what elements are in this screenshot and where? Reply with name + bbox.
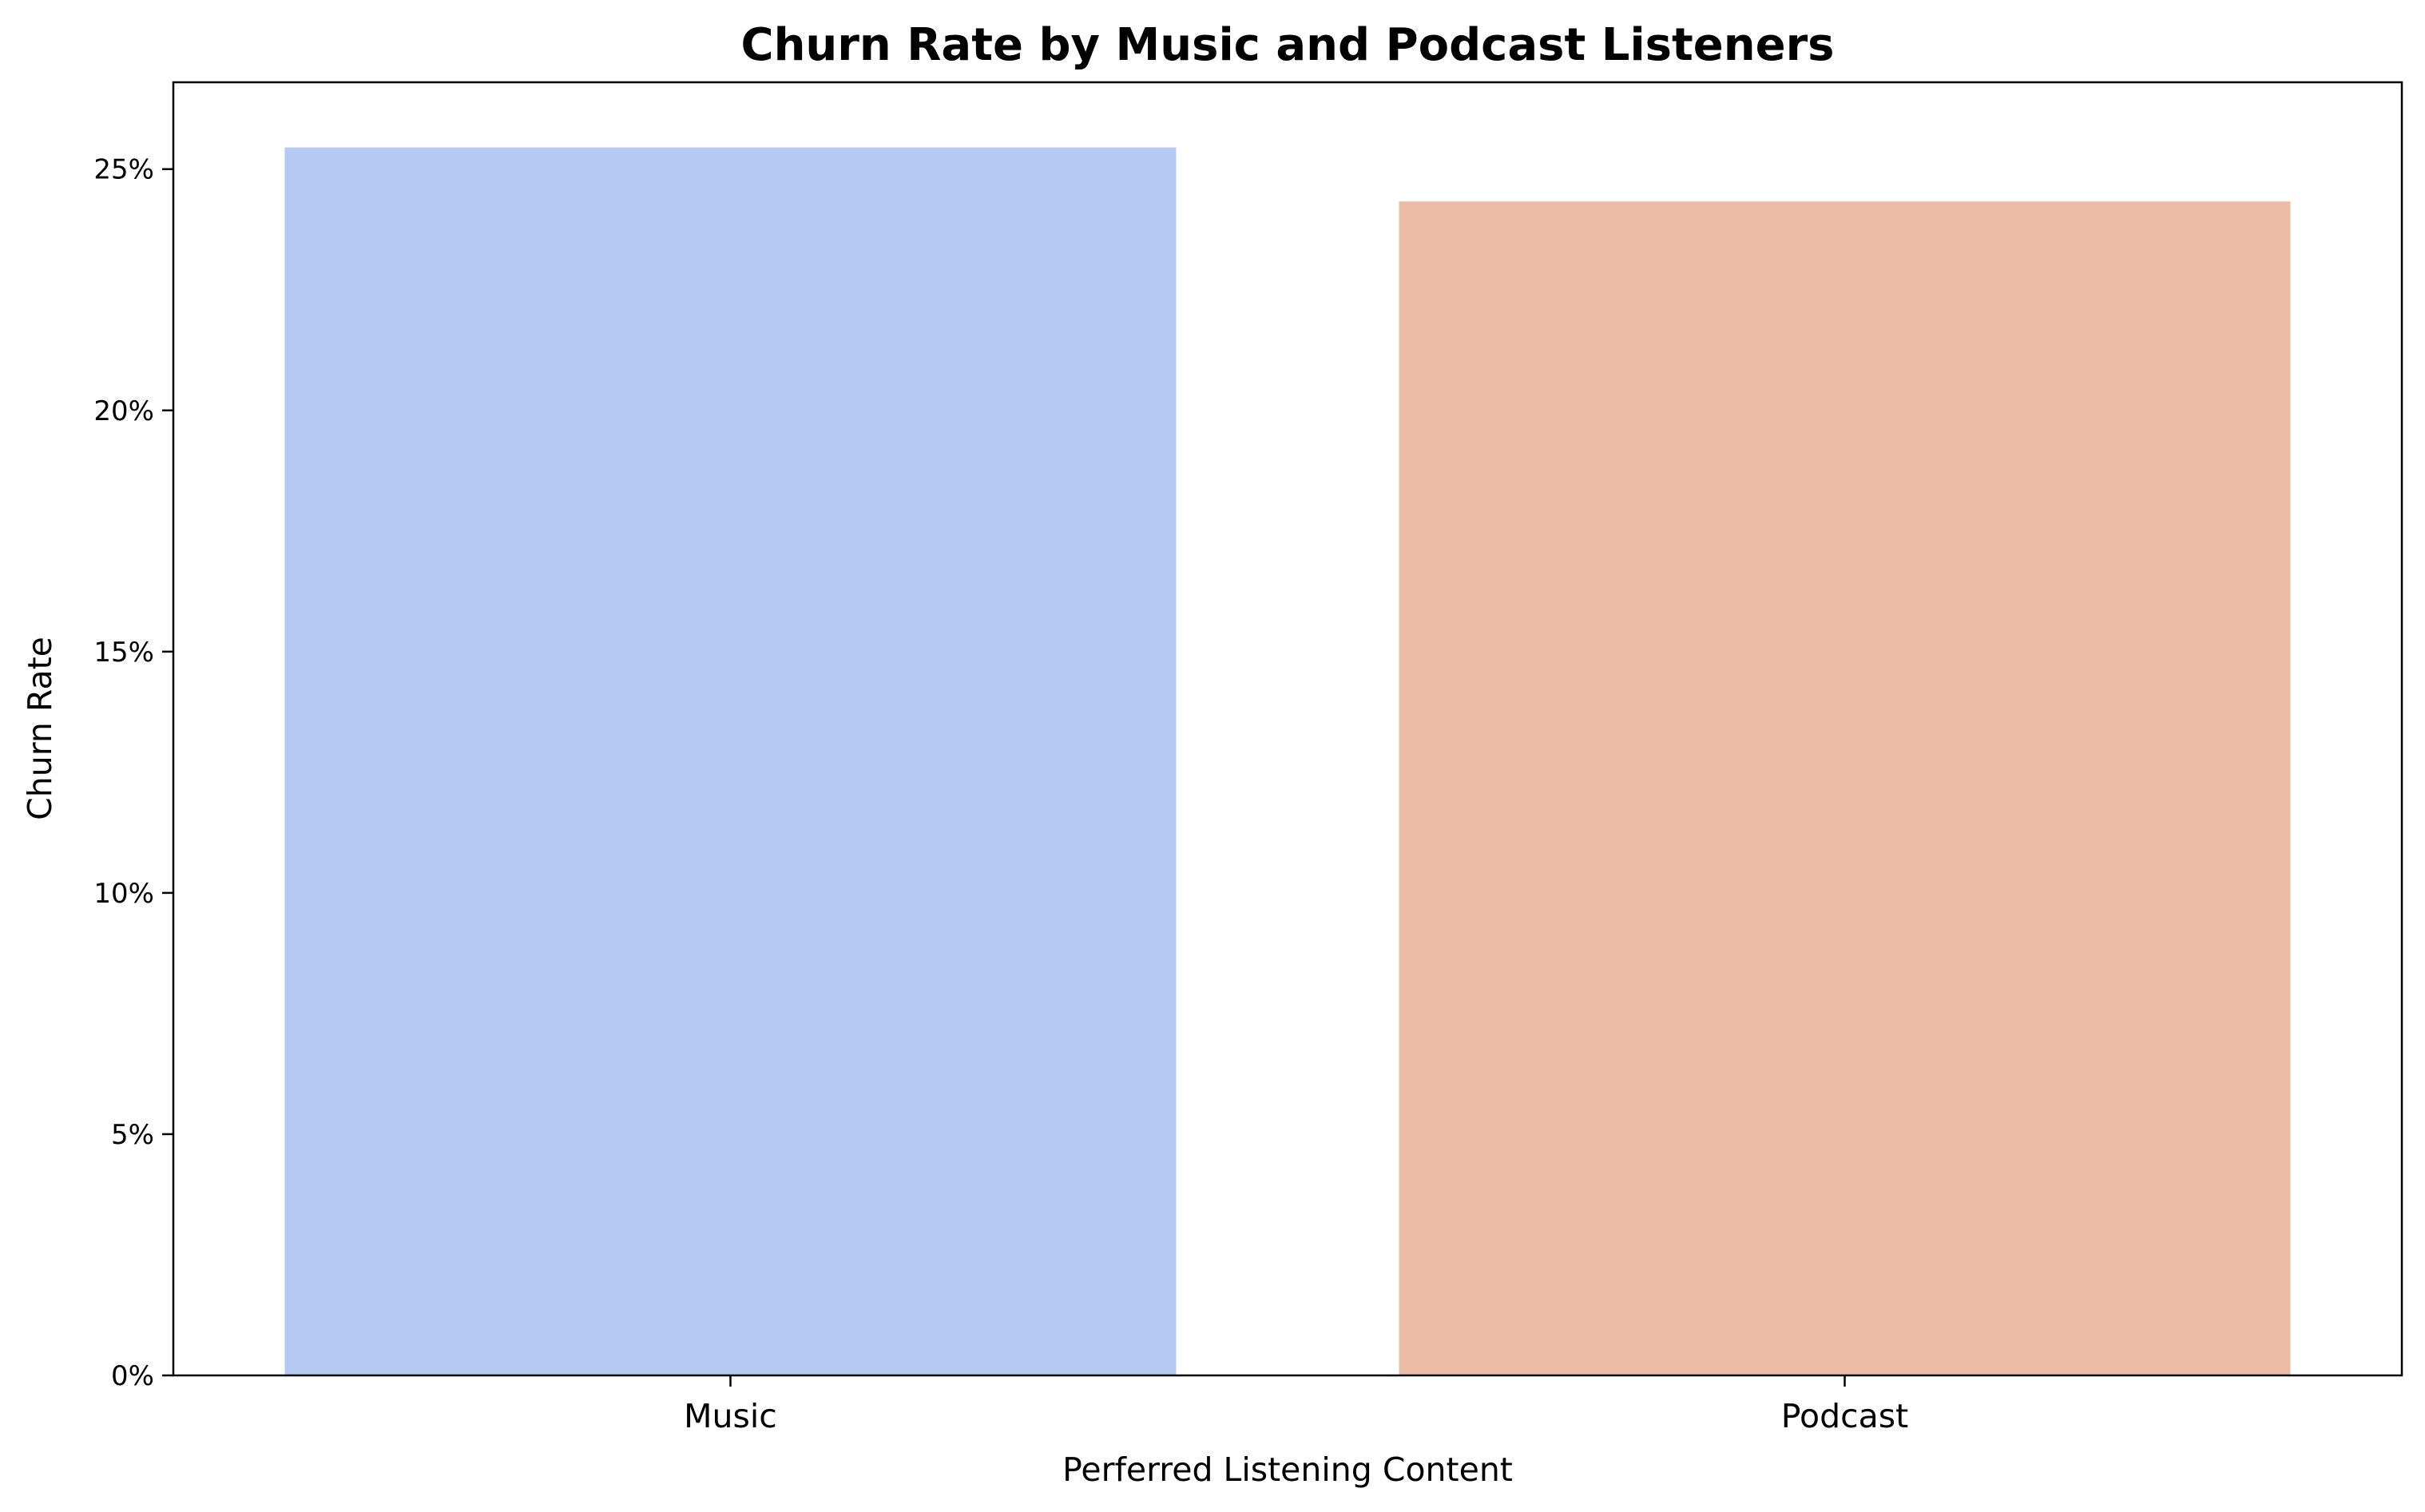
y-tick-label: 5% [111, 1119, 154, 1151]
x-tick-label: Music [684, 1397, 777, 1435]
x-axis-ticks: Music Podcast [684, 1375, 1908, 1435]
y-tick-label: 0% [111, 1360, 154, 1392]
x-tick-label: Podcast [1781, 1397, 1908, 1435]
plot-area-frame [172, 81, 2403, 1377]
y-axis-label: Churn Rate [21, 637, 59, 820]
x-axis-label: Perferred Listening Content [1062, 1450, 1513, 1489]
y-tick-label: 25% [93, 154, 154, 186]
bar-podcast [1399, 201, 2291, 1375]
y-tick-label: 15% [93, 637, 154, 669]
bar-music [284, 147, 1177, 1376]
bars-group [284, 147, 2291, 1376]
y-axis-ticks: 0% 5% 10% 15% 20% 25% [93, 154, 173, 1392]
chart-title: Churn Rate by Music and Podcast Listener… [740, 19, 1834, 71]
y-tick-label: 10% [93, 878, 154, 910]
y-tick-label: 20% [93, 395, 154, 427]
